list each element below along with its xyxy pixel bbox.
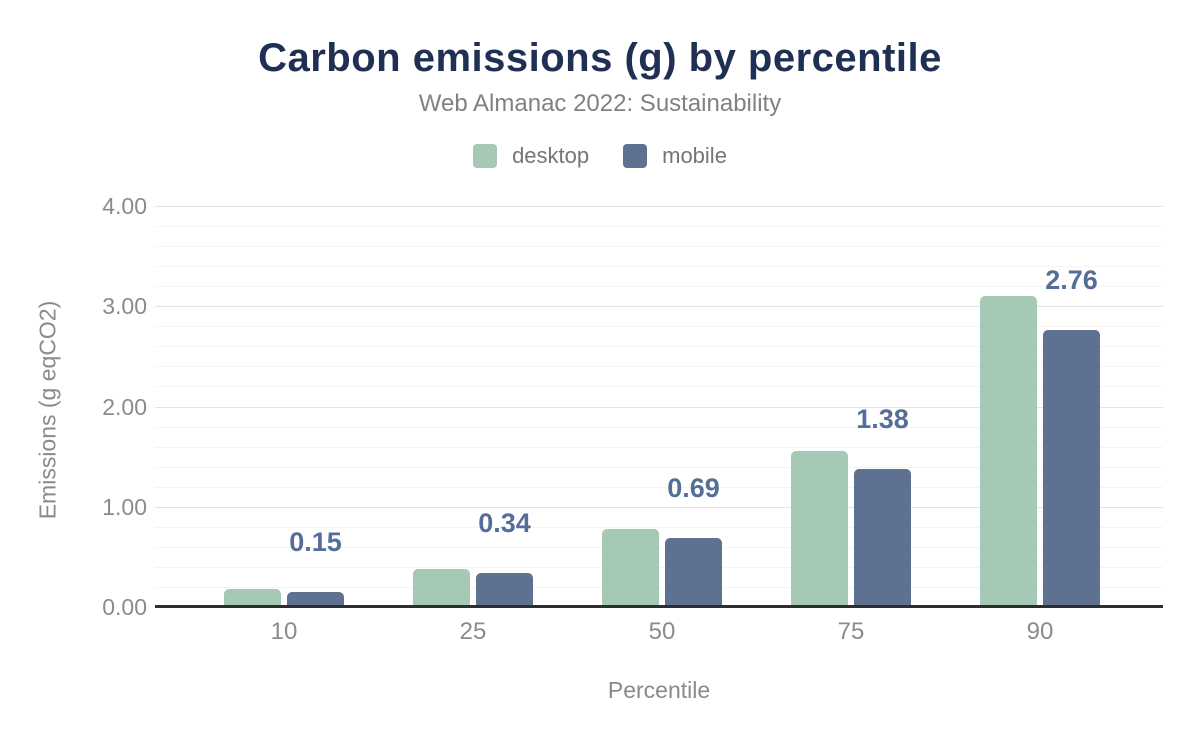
bar-desktop-p75[interactable] [791, 450, 848, 607]
minor-gridline [155, 246, 1163, 248]
x-axis-title: Percentile [607, 677, 711, 703]
chart-subtitle: Web Almanac 2022: Sustainability [418, 90, 782, 117]
major-gridline [155, 506, 1163, 508]
minor-gridline [155, 446, 1163, 448]
minor-gridline [155, 566, 1163, 568]
x-tick-label: 75 [837, 618, 865, 645]
minor-gridline [155, 526, 1163, 528]
x-tick-label: 90 [1026, 618, 1054, 645]
bar-mobile-p25[interactable] [476, 572, 533, 607]
legend-label-desktop: desktop [512, 143, 590, 168]
bar-desktop-p10[interactable] [224, 588, 281, 607]
x-tick-label: 25 [459, 618, 487, 645]
y-tick-label: 1.00 [102, 493, 147, 520]
minor-gridline [155, 486, 1163, 488]
minor-gridline [155, 346, 1163, 348]
y-tick-label: 4.00 [102, 193, 147, 219]
major-gridline [155, 206, 1163, 207]
major-gridline [155, 406, 1163, 408]
y-tick-label: 0.00 [102, 594, 147, 620]
chart-title: Carbon emissions (g) by percentile [258, 36, 942, 80]
minor-gridline [155, 466, 1163, 468]
x-tick-label: 10 [270, 618, 298, 645]
legend: desktop mobile [0, 143, 1200, 169]
minor-gridline [155, 366, 1163, 368]
bar-mobile-p10[interactable] [287, 591, 344, 607]
major-gridline [155, 306, 1163, 308]
bar-value-label: 2.76 [1045, 265, 1098, 296]
mobile-swatch [623, 144, 648, 168]
minor-gridline [155, 546, 1163, 548]
bar-value-label: 1.38 [856, 403, 909, 434]
bar-mobile-p90[interactable] [1043, 330, 1100, 607]
x-tick-label: 50 [648, 618, 676, 645]
minor-gridline [155, 586, 1163, 588]
minor-gridline [155, 426, 1163, 428]
bar-desktop-p25[interactable] [413, 568, 470, 607]
desktop-swatch [473, 144, 498, 168]
minor-gridline [155, 286, 1163, 288]
legend-item-mobile: mobile [623, 143, 727, 169]
minor-gridline [155, 326, 1163, 328]
bar-value-label: 0.15 [289, 526, 342, 557]
bar-value-label: 0.69 [667, 472, 720, 503]
plot-area: 0.15 0.34 0.69 1.38 2.76 [155, 206, 1163, 607]
legend-label-mobile: mobile [662, 143, 727, 168]
bar-mobile-p50[interactable] [665, 537, 722, 607]
y-tick-label: 2.00 [102, 393, 147, 420]
y-tick-label: 3.00 [102, 293, 147, 320]
legend-item-desktop: desktop [473, 143, 589, 169]
bar-desktop-p90[interactable] [980, 296, 1037, 607]
minor-gridline [155, 386, 1163, 388]
bar-value-label: 0.34 [478, 507, 531, 538]
minor-gridline [155, 226, 1163, 228]
x-axis-line [155, 605, 1163, 608]
minor-gridline [155, 266, 1163, 268]
bar-mobile-p75[interactable] [854, 468, 911, 607]
bar-desktop-p50[interactable] [602, 528, 659, 607]
